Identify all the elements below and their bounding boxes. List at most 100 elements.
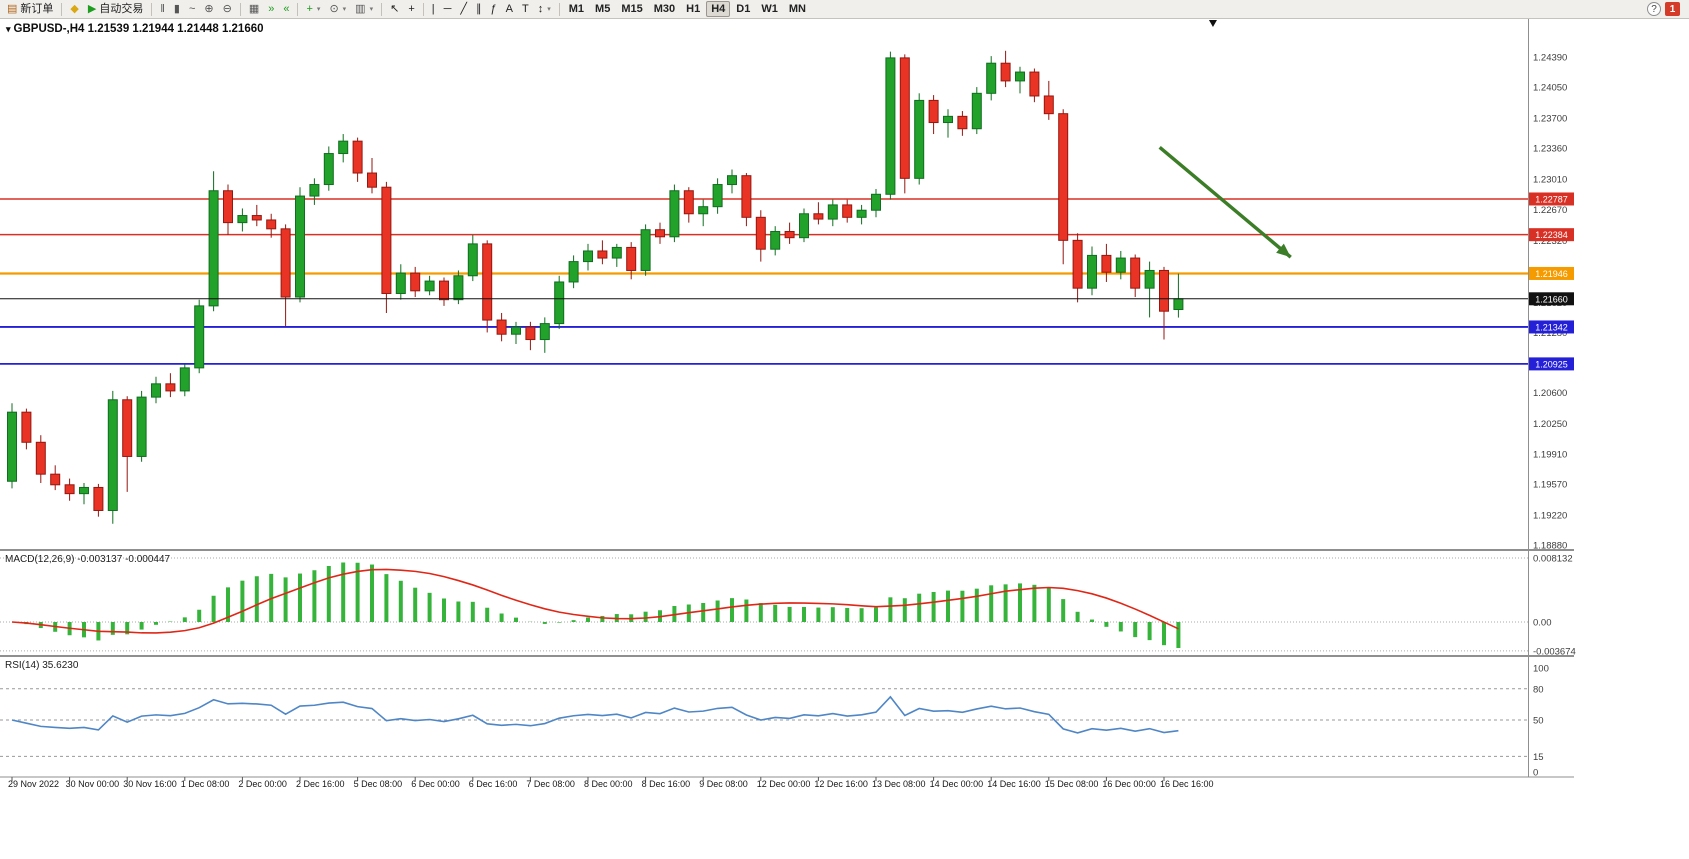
text-button[interactable]: A	[502, 1, 517, 17]
timeframe-w1-button[interactable]: W1	[756, 1, 783, 17]
chart-shift-button[interactable]: «	[279, 1, 293, 17]
candle-body	[1043, 95, 1054, 115]
time-axis[interactable]: 29 Nov 2022 30 Nov 00:00 30 Nov 16:00 1 Dec…	[0, 779, 1530, 795]
equidistant-channel-button[interactable]: ∥	[472, 1, 486, 17]
candle-body	[669, 190, 680, 238]
price-tag-label: 1.21342	[1535, 322, 1568, 332]
timeframe-h1-button[interactable]: H1	[681, 1, 705, 17]
toolbar-separator	[61, 2, 63, 16]
timeframe-m1-button[interactable]: M1	[564, 1, 589, 17]
candle-body	[1058, 113, 1069, 241]
time-axis-label: 7 Dec 08:00	[526, 779, 575, 789]
toolbar-separator	[381, 2, 383, 16]
timeframe-m15-button[interactable]: M15	[616, 1, 647, 17]
candle-body	[525, 326, 536, 341]
toolbar-separator	[151, 2, 153, 16]
profiles-icon: ⊙	[329, 2, 339, 15]
rsi-axis-label: 50	[1533, 716, 1544, 727]
price-axis[interactable]	[1528, 18, 1576, 776]
new-chart-button[interactable]: + ▾	[302, 1, 324, 17]
crosshair-button[interactable]: +	[404, 1, 418, 17]
candle-body	[655, 229, 665, 238]
horizontal-line-button[interactable]: ─	[440, 1, 456, 17]
timeframe-d1-button[interactable]: D1	[731, 1, 755, 17]
timeframe-m5-button[interactable]: M5	[590, 1, 615, 17]
timeframe-h4-button[interactable]: H4	[706, 1, 731, 17]
price-axis-label: 1.24390	[1533, 53, 1567, 64]
trendline-button[interactable]: ╱	[456, 1, 471, 17]
time-axis-label: 12 Dec 16:00	[814, 779, 868, 789]
text-label-button[interactable]: T	[518, 1, 533, 17]
trendline-icon: ╱	[460, 2, 468, 15]
candle-body	[712, 184, 723, 208]
new-order-button[interactable]: ▤ 新订单	[3, 1, 57, 17]
line-chart-mode-button[interactable]: ~	[185, 1, 199, 17]
equidistant-channel-icon: ∥	[476, 2, 482, 15]
price-axis-label: 1.23360	[1533, 144, 1567, 155]
templates-button[interactable]: ▥ ▾	[351, 1, 377, 17]
scroll-marker-icon	[1208, 20, 1217, 27]
alerts-icon: ◆	[70, 2, 79, 15]
zoom-out-button[interactable]: ⊖	[219, 1, 236, 17]
tile-windows-button[interactable]: ▦	[245, 1, 263, 17]
candle-body	[496, 319, 507, 335]
price-tag	[1529, 228, 1574, 242]
macd-signal-line	[11, 568, 1179, 634]
candle-body	[971, 92, 982, 130]
cursor-button[interactable]: ↖	[386, 1, 403, 17]
fibonacci-button[interactable]: ƒ	[487, 1, 501, 17]
timeframe-m1-label: M1	[568, 2, 585, 15]
arrows-button[interactable]: ↕ ▾	[534, 1, 555, 17]
help-button[interactable]: ?	[1647, 2, 1661, 16]
price-axis-label: 1.24050	[1533, 83, 1567, 94]
panel-splitter[interactable]	[0, 549, 1574, 551]
news-button[interactable]: 1	[1665, 2, 1680, 16]
bar-chart-mode-button[interactable]: ‖	[156, 1, 169, 17]
zoom-in-button[interactable]: ⊕	[200, 1, 217, 17]
alerts-button[interactable]: ◆	[66, 1, 82, 17]
candle-body	[899, 57, 910, 179]
trend-arrow-object[interactable]	[1158, 146, 1292, 259]
fibonacci-icon: ƒ	[490, 2, 497, 15]
candle-body	[827, 204, 838, 220]
panel-splitter[interactable]	[0, 655, 1574, 657]
candle-body	[986, 62, 997, 94]
toolbar-separator	[558, 2, 560, 16]
macd-main-value: -0.003137	[77, 554, 123, 565]
candle-body	[698, 206, 709, 215]
candle-body	[352, 140, 363, 174]
vertical-line-button[interactable]: |	[428, 1, 439, 17]
timeframe-m30-button[interactable]: M30	[649, 1, 680, 17]
auto-scroll-button[interactable]: »	[264, 1, 278, 17]
profiles-button[interactable]: ⊙ ▾	[325, 1, 350, 17]
one-click-trading-toggle-icon[interactable]: ▾	[6, 24, 11, 34]
time-axis-label: 12 Dec 00:00	[756, 779, 811, 789]
candle-body	[7, 411, 17, 482]
tile-windows-icon: ▦	[248, 2, 260, 15]
price-tag-label: 1.22384	[1535, 230, 1568, 240]
time-axis-label: 9 Dec 08:00	[699, 779, 748, 789]
toolbar-separator	[239, 2, 241, 16]
price-axis-label: 1.20250	[1533, 419, 1567, 430]
candle-body	[79, 486, 89, 495]
timeframe-mn-button[interactable]: MN	[784, 1, 811, 17]
candle-body	[309, 184, 320, 197]
candle-body	[1144, 269, 1155, 289]
candle-body	[1072, 239, 1083, 289]
candlestick-mode-button[interactable]: ▮	[170, 1, 184, 17]
candle-body	[64, 484, 75, 495]
rsi-line	[11, 695, 1179, 734]
candle-body	[640, 229, 651, 271]
time-axis-label: 14 Dec 00:00	[929, 779, 984, 789]
candle-body	[554, 281, 565, 325]
autotrading-button[interactable]: ▶ 自动交易	[84, 1, 147, 17]
trend-arrow-head	[1276, 243, 1291, 258]
macd-signal-value: -0.000447	[125, 554, 171, 565]
candle-body	[179, 367, 190, 392]
price-tag	[1529, 192, 1574, 206]
new-order-label: 新订单	[20, 2, 54, 15]
price-tag	[1529, 266, 1574, 280]
candle-body	[813, 213, 824, 220]
candle-body	[395, 272, 406, 294]
